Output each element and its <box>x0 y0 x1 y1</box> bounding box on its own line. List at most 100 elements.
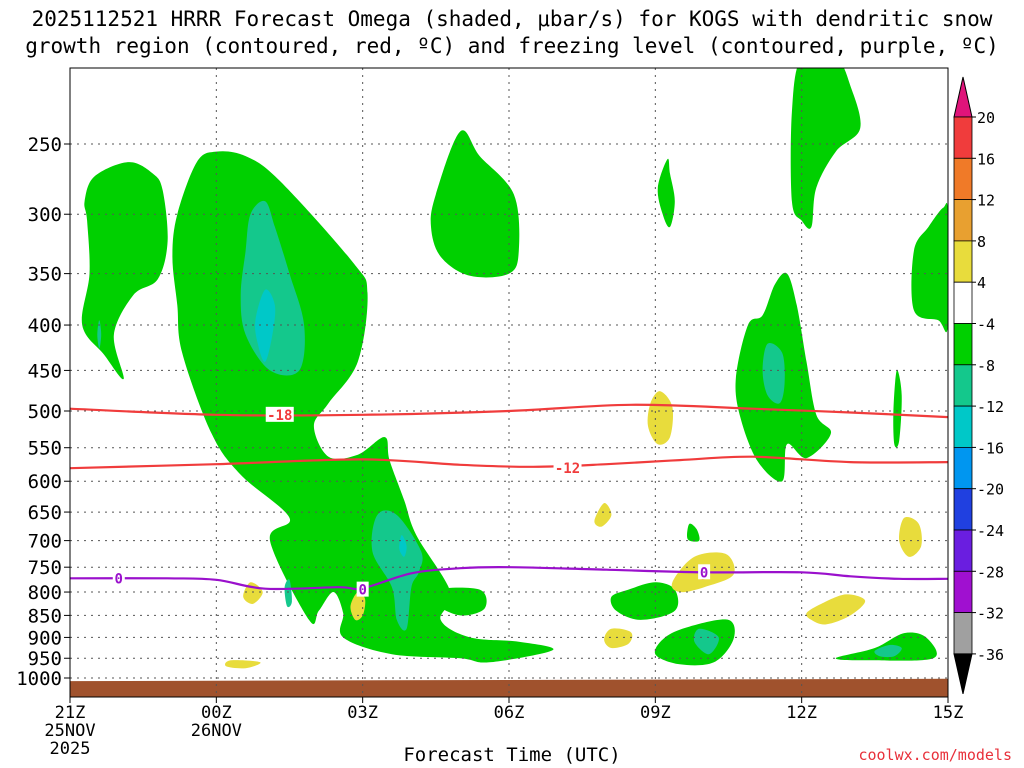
omega-region-5 <box>371 510 423 631</box>
colorbar-label-11: -28 <box>977 563 1004 581</box>
omega-region-6 <box>399 535 407 557</box>
omega-region-17 <box>610 582 679 620</box>
colorbar-label-4: 4 <box>977 274 986 292</box>
omega-region-23 <box>594 503 612 527</box>
contour-1 <box>70 455 948 470</box>
contour-label-0: -18 <box>267 408 292 424</box>
title-line-2: growth region (contoured, red, ºC) and f… <box>25 34 999 58</box>
y-tick-label-450: 450 <box>28 360 62 382</box>
colorbar-label-7: -12 <box>977 398 1004 416</box>
y-axis-ticks: 2503003504004505005506006507007508008509… <box>16 134 70 690</box>
y-tick-label-250: 250 <box>28 134 62 156</box>
colorbar-bin-4 <box>953 240 973 283</box>
contour-label-1: -12 <box>555 461 580 477</box>
colorbar-label-8: -16 <box>977 439 1004 457</box>
y-tick-label-950: 950 <box>28 648 62 670</box>
omega-shaded-regions <box>81 68 948 669</box>
contour-label-2-bg <box>112 570 125 586</box>
omega-region-10 <box>657 158 675 228</box>
colorbar-bin-9 <box>953 446 973 490</box>
omega-region-30 <box>350 591 366 621</box>
colorbar-bin-10 <box>953 488 973 531</box>
x-tick-label-15Z: 15Z <box>933 703 964 723</box>
colorbar-label-1: 16 <box>977 150 995 168</box>
y-tick-label-1000: 1000 <box>16 668 62 690</box>
y-tick-label-550: 550 <box>28 438 62 460</box>
y-tick-label-900: 900 <box>28 627 62 649</box>
y-tick-label-700: 700 <box>28 531 62 553</box>
omega-region-16 <box>687 523 700 542</box>
x-tick-sublabel-21Z-0: 25NOV <box>44 721 95 741</box>
colorbar-label-12: -32 <box>977 605 1004 623</box>
omega-region-9 <box>431 587 487 616</box>
omega-region-19 <box>693 628 719 655</box>
y-tick-label-800: 800 <box>28 582 62 604</box>
x-tick-label-06Z: 06Z <box>494 703 525 723</box>
colorbar-label-0: 20 <box>977 109 995 127</box>
contour-labels: -18 -12 0 0 0 <box>112 406 711 599</box>
omega-region-8 <box>430 130 520 278</box>
omega-region-31 <box>225 660 261 669</box>
omega-region-14 <box>911 202 948 333</box>
contour-label-extra-1: 0 <box>700 565 708 581</box>
omega-region-13 <box>790 68 861 229</box>
contour-label-extra-1-bg <box>698 564 711 580</box>
chart-title: 2025112521 HRRR Forecast Omega (shaded, … <box>0 6 1024 60</box>
colorbar-bin-8 <box>953 405 973 448</box>
y-tick-label-600: 600 <box>28 471 62 493</box>
contour-label-2: 0 <box>115 571 123 587</box>
omega-region-12 <box>762 343 785 404</box>
colorbar: 20 16 12 8 4 -4 -8 -12 -16 -20 -24 -28 -32 -36 <box>953 76 1004 695</box>
omega-region-22 <box>647 391 674 445</box>
temperature-contours <box>70 403 948 591</box>
x-tick-label-03Z: 03Z <box>347 703 378 723</box>
x-tick-label-21Z: 21Z <box>55 703 86 723</box>
y-tick-label-500: 500 <box>28 401 62 423</box>
colorbar-label-9: -20 <box>977 481 1004 499</box>
omega-region-27 <box>604 628 633 649</box>
colorbar-bin-13 <box>953 612 973 655</box>
colorbar-bottom-arrow <box>953 653 973 695</box>
x-tick-sublabel-21Z-1: 2025 <box>50 739 91 759</box>
colorbar-bin-3 <box>953 199 973 242</box>
y-tick-label-300: 300 <box>28 204 62 226</box>
contour-label-extra-0: 0 <box>358 583 366 599</box>
x-tick-label-09Z: 09Z <box>640 703 671 723</box>
contour-2 <box>70 565 948 591</box>
colorbar-bin-11 <box>953 529 973 572</box>
title-line-1: 2025112521 HRRR Forecast Omega (shaded, … <box>31 7 993 31</box>
omega-region-4 <box>254 289 276 362</box>
contour-0 <box>70 403 948 419</box>
y-tick-label-350: 350 <box>28 264 62 286</box>
x-tick-label-00Z: 00Z <box>201 703 232 723</box>
omega-region-7 <box>284 579 292 608</box>
colorbar-top-arrow <box>953 76 973 118</box>
contour-label-1-bg <box>553 460 582 476</box>
ground-layer <box>70 678 948 697</box>
colorbar-label-2: 12 <box>977 192 995 210</box>
x-axis-label: Forecast Time (UTC) <box>403 744 621 766</box>
colorbar-label-6: -8 <box>977 357 995 375</box>
colorbar-label-13: -36 <box>977 646 1004 664</box>
colorbar-bin-1 <box>953 116 973 159</box>
x-tick-sublabel-00Z-0: 26NOV <box>191 721 242 741</box>
y-tick-label-750: 750 <box>28 557 62 579</box>
contour-label-0-bg <box>265 406 294 422</box>
y-tick-label-850: 850 <box>28 605 62 627</box>
colorbar-bin-2 <box>953 157 973 201</box>
watermark: coolwx.com/models <box>858 746 1012 764</box>
omega-region-15 <box>893 370 902 448</box>
omega-region-28 <box>899 516 922 557</box>
contour-label-extra-0-bg <box>356 581 369 597</box>
omega-region-1 <box>97 320 102 349</box>
ground-surface <box>70 678 948 697</box>
x-tick-label-12Z: 12Z <box>786 703 817 723</box>
colorbar-label-3: 8 <box>977 233 986 251</box>
omega-region-21 <box>874 644 902 658</box>
colorbar-bin-5 <box>953 281 973 324</box>
colorbar-bin-7 <box>953 364 973 407</box>
y-tick-label-650: 650 <box>28 502 62 524</box>
colorbar-label-10: -24 <box>977 522 1004 540</box>
